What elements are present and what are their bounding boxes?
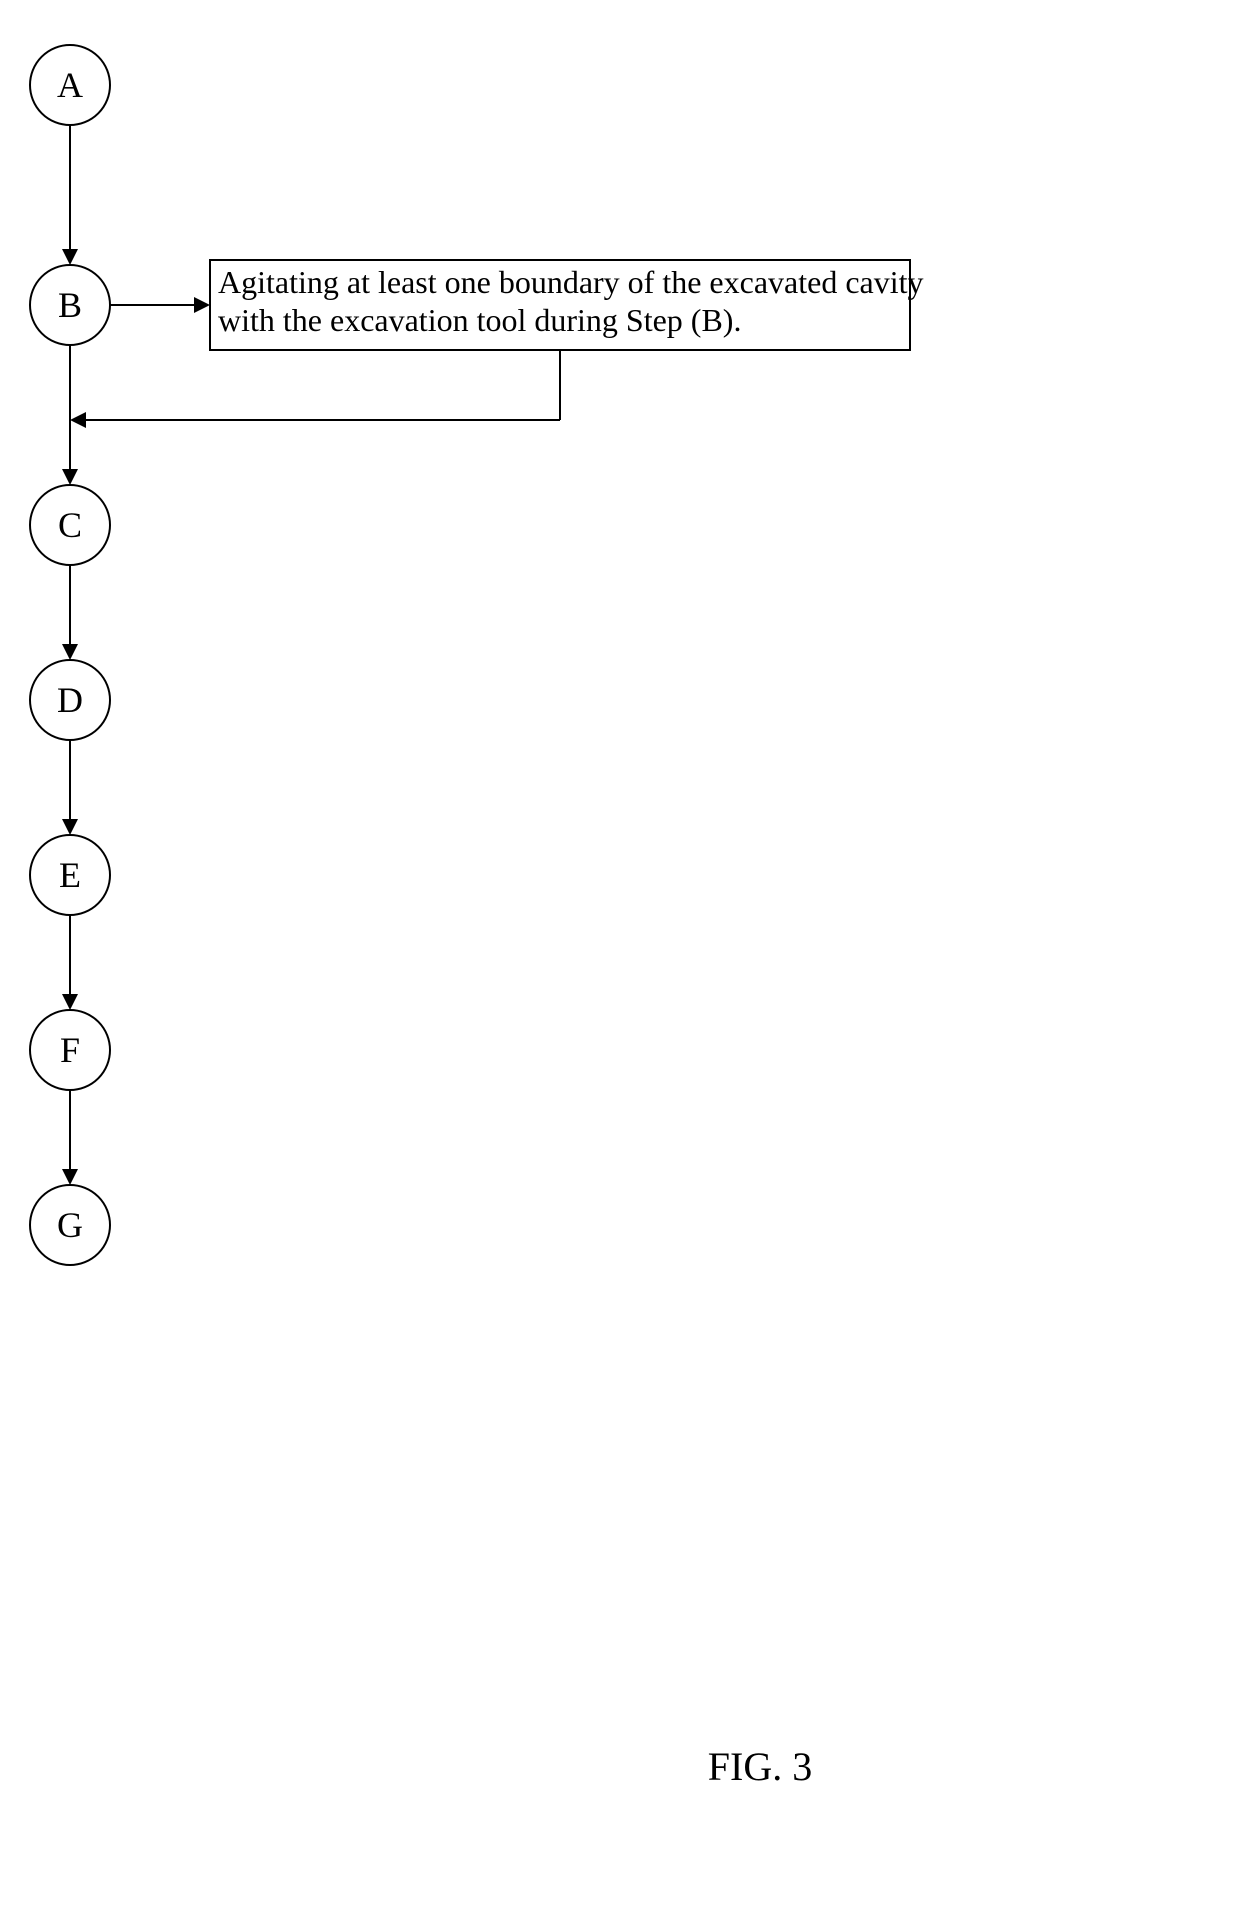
arrowhead-icon [62,1169,78,1185]
arrowhead-icon [62,994,78,1010]
node-F-label: F [60,1030,80,1070]
arrowhead-icon [70,412,86,428]
node-B-label: B [58,285,82,325]
arrowhead-icon [62,644,78,660]
arrowhead-icon [62,819,78,835]
arrowhead-icon [62,249,78,265]
flowchart-canvas: Agitating at least one boundary of the e… [0,0,1240,1906]
node-G-label: G [57,1205,83,1245]
step-description-text: with the excavation tool during Step (B)… [218,302,741,338]
figure-label: FIG. 3 [708,1744,812,1789]
arrowhead-icon [194,297,210,313]
node-D-label: D [57,680,83,720]
node-A-label: A [57,65,83,105]
step-description-text: Agitating at least one boundary of the e… [218,264,924,300]
node-E-label: E [59,855,81,895]
node-C-label: C [58,505,82,545]
arrowhead-icon [62,469,78,485]
